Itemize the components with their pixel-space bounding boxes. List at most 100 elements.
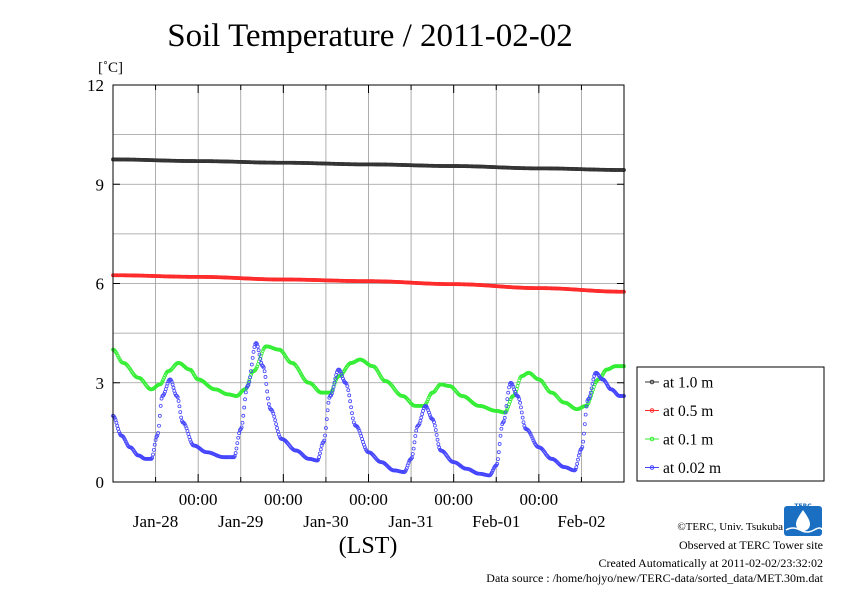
legend-label: at 0.02 m [663,460,721,477]
data-point [160,379,165,384]
data-point [117,429,121,434]
legend-swatch-marker [649,436,655,442]
data-point [169,378,173,382]
data-point [431,418,436,422]
data-point [497,442,502,446]
data-point [151,447,156,452]
legend-entry: at 0.02 m [645,460,721,477]
data-point [189,440,194,445]
data-point [240,420,245,425]
data-point [496,457,500,462]
data-point [255,344,260,349]
data-point [579,447,584,451]
data-point [406,461,411,465]
data-point [114,420,119,425]
data-point [587,396,591,401]
data-point [414,428,419,433]
data-point [495,461,500,466]
wave-icon [785,527,823,533]
data-point [261,365,266,370]
series-at-0-02-m [111,341,626,478]
x-time-label: 00:00 [179,490,218,509]
x-day-label: Feb-01 [472,512,520,531]
data-point [115,423,120,428]
data-point [150,455,155,460]
legend-swatch-marker [649,408,655,413]
data-point [249,373,253,377]
series-at-0-1-m [111,344,626,415]
data-point [169,367,174,372]
data-point [266,402,271,407]
x-day-label: Feb-02 [557,512,605,531]
data-point [158,382,163,386]
data-point [332,380,337,385]
data-point [151,452,155,457]
data-point [517,378,522,383]
data-point [490,470,494,475]
data-point [506,390,511,395]
data-point [153,438,158,442]
data-point [338,369,343,374]
legend-entry: at 1.0 m [645,375,713,392]
data-point [329,393,333,398]
data-point [585,399,590,404]
data-point [430,417,435,422]
data-point [186,432,191,436]
data-point [257,352,262,357]
data-point [179,415,184,420]
data-point [163,373,167,378]
data-point [404,468,408,473]
data-point [575,461,580,466]
y-tick-label: 6 [96,275,105,294]
data-point [334,377,339,382]
data-point [343,380,348,385]
data-point [123,437,127,442]
data-point [513,389,517,394]
legend-swatch-marker [649,379,655,385]
data-point [354,424,359,428]
data-point [425,399,430,404]
data-point [503,410,508,415]
data-point [258,357,263,361]
series-layer [111,157,626,478]
data-point [247,380,252,384]
data-point [243,390,248,395]
data-point [324,417,329,422]
data-point [123,439,128,444]
data-point [530,436,535,441]
data-point [413,434,418,438]
data-point [346,388,351,393]
data-point [266,396,270,401]
data-point [437,445,442,450]
data-point [252,345,257,350]
data-point [578,447,583,452]
data-point [419,415,424,420]
data-point [507,385,511,390]
data-point [178,410,183,415]
data-point [152,442,157,447]
data-point [349,405,353,410]
data-point [412,440,417,445]
data-point [432,420,436,425]
data-point [435,437,440,442]
data-point [592,382,597,387]
data-point [583,412,588,417]
data-point [490,468,495,473]
logo-text: TERC [794,503,812,510]
data-point [348,399,353,404]
data-point [176,399,181,403]
data-point [427,413,432,417]
data-point [265,389,270,394]
data-point [433,428,438,432]
data-point [582,431,586,436]
data-point [576,453,581,458]
data-point [427,395,431,400]
data-point [331,384,336,389]
data-point [584,404,589,409]
chart-title: Soil Temperature / 2011-02-02 [167,18,573,54]
data-point [502,415,507,420]
legend-label: at 0.5 m [663,403,713,420]
data-point [182,422,187,426]
data-point [589,386,594,391]
